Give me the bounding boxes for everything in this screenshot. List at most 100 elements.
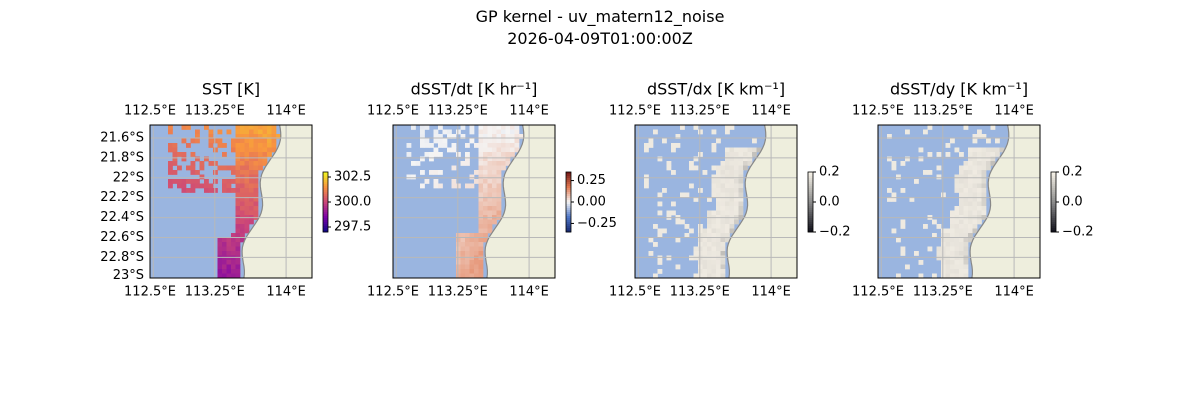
colorbar-segment bbox=[323, 198, 328, 201]
data-cell bbox=[231, 269, 236, 274]
data-cell bbox=[968, 197, 973, 202]
data-cell bbox=[707, 264, 712, 270]
data-cell bbox=[492, 179, 497, 184]
data-cell bbox=[950, 233, 955, 238]
data-cell bbox=[235, 174, 241, 180]
data-cell bbox=[945, 273, 951, 279]
data-cell bbox=[972, 179, 978, 184]
colorbar-segment bbox=[808, 224, 813, 227]
data-cell bbox=[244, 174, 250, 180]
data-cell bbox=[680, 125, 685, 130]
data-cell bbox=[181, 183, 187, 189]
data-cell bbox=[734, 152, 739, 157]
data-cell bbox=[438, 152, 443, 157]
data-cell bbox=[231, 246, 236, 252]
data-cell bbox=[720, 233, 726, 238]
data-cell bbox=[249, 138, 254, 144]
data-cell bbox=[968, 201, 973, 207]
data-cell bbox=[959, 264, 964, 270]
data-cell bbox=[235, 242, 241, 247]
data-cell bbox=[456, 246, 461, 252]
colorbar-segment bbox=[566, 224, 571, 227]
data-cell bbox=[483, 179, 488, 184]
data-cell bbox=[240, 228, 245, 234]
data-cell bbox=[720, 246, 726, 252]
data-cell bbox=[249, 174, 254, 180]
data-cell bbox=[963, 179, 969, 184]
data-cell bbox=[186, 143, 191, 148]
data-cell bbox=[936, 165, 942, 171]
data-cell bbox=[716, 255, 721, 261]
colorbar-segment bbox=[808, 200, 813, 203]
data-cell bbox=[720, 224, 726, 229]
data-cell bbox=[950, 273, 955, 279]
data-cell bbox=[981, 174, 987, 180]
data-cell bbox=[483, 224, 488, 229]
data-cell bbox=[501, 152, 506, 157]
data-cell bbox=[195, 170, 200, 175]
data-cell bbox=[177, 179, 182, 184]
data-cell bbox=[945, 237, 951, 243]
data-cell bbox=[474, 246, 479, 252]
data-cell bbox=[963, 260, 969, 265]
data-cell bbox=[253, 165, 259, 171]
data-cell bbox=[267, 138, 272, 144]
data-cell bbox=[738, 170, 744, 175]
data-cell bbox=[231, 143, 236, 148]
colorbar-segment bbox=[323, 206, 328, 209]
data-cell bbox=[451, 179, 457, 184]
colorbar-segment bbox=[323, 202, 328, 205]
data-cell bbox=[711, 210, 717, 216]
colorbar-segment bbox=[1051, 222, 1056, 225]
data-cell bbox=[244, 183, 250, 189]
data-cell bbox=[258, 134, 263, 139]
data-cell bbox=[438, 138, 443, 144]
colorbar-segment bbox=[323, 214, 328, 217]
data-cell bbox=[253, 143, 259, 148]
data-cell bbox=[662, 138, 667, 144]
data-cell bbox=[487, 147, 493, 153]
data-cell bbox=[720, 192, 726, 198]
data-cell bbox=[442, 138, 448, 144]
data-cell bbox=[474, 143, 479, 148]
data-cell bbox=[950, 255, 955, 261]
data-cell bbox=[738, 179, 744, 184]
data-cell bbox=[963, 192, 969, 198]
data-cell bbox=[487, 201, 493, 207]
data-cell bbox=[702, 273, 708, 279]
data-cell bbox=[469, 138, 475, 144]
colorbar-segment bbox=[1051, 224, 1056, 227]
data-cell bbox=[959, 206, 964, 211]
data-cell bbox=[487, 125, 493, 130]
data-cell bbox=[492, 174, 497, 180]
data-cell bbox=[743, 156, 748, 162]
data-cell bbox=[968, 147, 973, 153]
data-cell bbox=[963, 174, 969, 180]
data-cell bbox=[258, 147, 263, 153]
colorbar-segment bbox=[808, 196, 813, 199]
colorbar-segment bbox=[1051, 214, 1056, 217]
heatmap-cells bbox=[406, 125, 524, 279]
data-cell bbox=[657, 233, 663, 238]
data-cell bbox=[429, 170, 434, 175]
data-cell bbox=[959, 165, 964, 171]
data-cell bbox=[505, 152, 511, 157]
colorbar-segment bbox=[566, 228, 571, 231]
data-cell bbox=[725, 206, 730, 211]
data-cell bbox=[968, 228, 973, 234]
colorbar-segment bbox=[566, 194, 571, 197]
data-cell bbox=[959, 260, 964, 265]
data-cell bbox=[981, 152, 987, 157]
data-cell bbox=[977, 179, 982, 184]
data-cell bbox=[249, 192, 254, 198]
data-cell bbox=[460, 161, 466, 166]
data-cell bbox=[483, 170, 488, 175]
data-cell bbox=[954, 206, 960, 211]
data-cell bbox=[460, 264, 466, 270]
data-cell bbox=[711, 237, 717, 243]
colorbar-segment bbox=[808, 206, 813, 209]
panel-title: dSST/dt [K hr⁻¹] bbox=[411, 80, 538, 99]
data-cell bbox=[653, 242, 658, 247]
data-cell bbox=[941, 273, 946, 279]
data-cell bbox=[429, 152, 434, 157]
